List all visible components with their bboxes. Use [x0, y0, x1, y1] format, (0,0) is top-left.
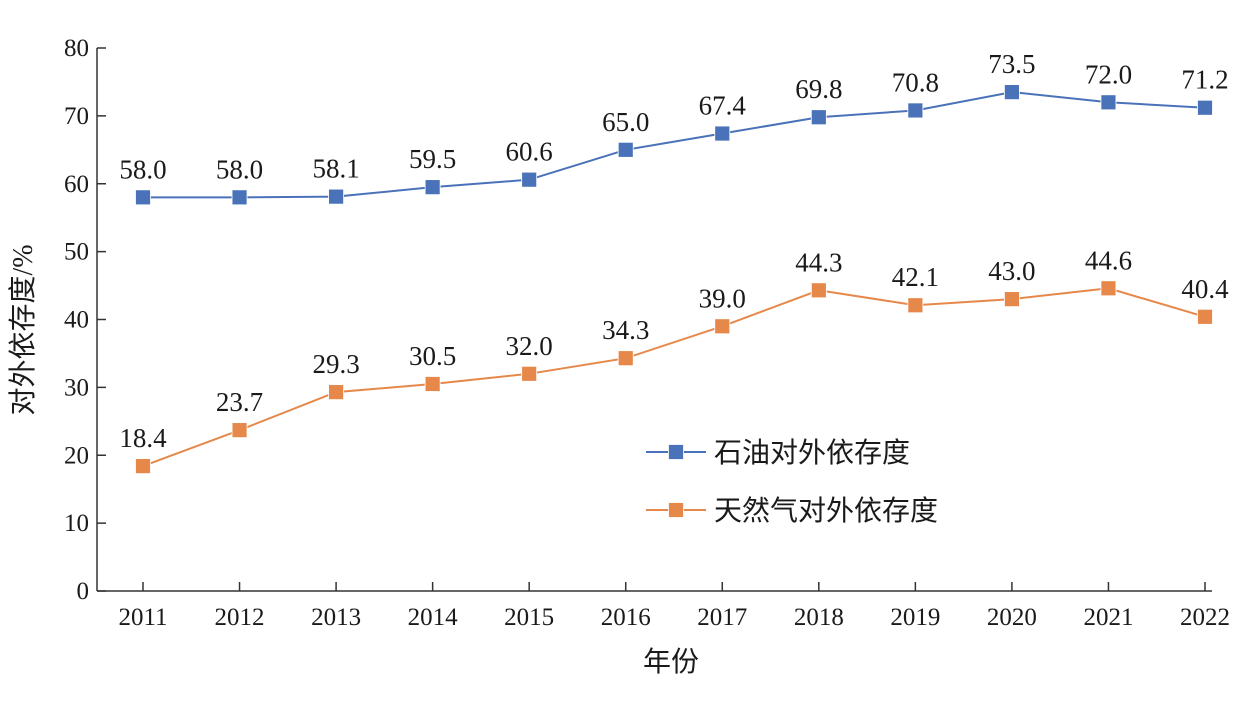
series-marker — [617, 350, 634, 367]
legend-marker — [668, 444, 684, 460]
series-marker — [907, 297, 924, 314]
legend-label: 石油对外依存度 — [714, 437, 910, 469]
data-label: 73.5 — [988, 49, 1035, 79]
series-marker — [424, 179, 441, 196]
series-marker — [1004, 84, 1020, 101]
series-layer — [135, 84, 1213, 475]
x-axis-title: 年份 — [643, 646, 699, 678]
series-marker — [810, 109, 827, 126]
data-label: 59.5 — [409, 144, 456, 174]
series-marker — [1100, 280, 1117, 297]
data-label: 40.4 — [1181, 274, 1229, 304]
data-label: 67.4 — [699, 91, 747, 121]
y-axis-title: 对外依存度/% — [7, 244, 39, 415]
x-tick-label: 2018 — [794, 604, 844, 631]
series-marker — [810, 282, 827, 299]
series-marker — [714, 125, 731, 142]
axes: 0 10 20 30 40 50 60 70 80 2011 2012 2013 2014 2015 201… — [64, 35, 1230, 631]
data-label: 58.1 — [312, 154, 359, 184]
y-tick-label: 30 — [64, 374, 89, 401]
data-label: 71.2 — [1181, 65, 1228, 95]
y-tick-label: 50 — [64, 239, 89, 266]
x-tick-label: 2015 — [504, 604, 554, 631]
series-marker — [714, 318, 731, 335]
x-tick-label: 2021 — [1083, 604, 1133, 631]
series-marker — [521, 365, 538, 382]
y-tick-label: 0 — [77, 578, 90, 605]
series-marker — [424, 376, 441, 392]
series-marker — [617, 141, 634, 158]
x-tick-label: 2017 — [697, 604, 747, 631]
series-line — [143, 91, 1206, 199]
series-marker — [1197, 99, 1213, 116]
series-marker — [1100, 94, 1117, 111]
data-label: 44.3 — [795, 247, 842, 277]
data-label: 32.0 — [506, 331, 553, 361]
series-marker — [135, 458, 151, 475]
data-labels: 58.0 58.0 58.1 59.5 60.6 65.0 67.4 69.8 70.8 73.5… — [119, 49, 1229, 453]
y-tick-label: 70 — [64, 103, 89, 130]
legend-marker — [668, 502, 684, 518]
legend-label: 天然气对外依存度 — [714, 495, 938, 527]
data-label: 34.3 — [602, 315, 649, 345]
data-label: 72.0 — [1085, 59, 1132, 89]
y-tick-label: 60 — [64, 171, 89, 198]
series-marker — [1004, 291, 1020, 308]
x-tick-label: 2013 — [311, 604, 361, 631]
data-label: 58.0 — [119, 154, 166, 184]
x-tick-label: 2012 — [215, 604, 265, 631]
data-label: 23.7 — [216, 387, 263, 417]
y-tick-label: 40 — [64, 307, 89, 334]
x-tick-label: 2016 — [601, 604, 651, 631]
data-label: 58.0 — [216, 154, 263, 184]
series-marker — [521, 171, 538, 188]
data-label: 42.1 — [892, 262, 939, 292]
data-label: 30.5 — [409, 341, 456, 371]
x-tick-label: 2019 — [890, 604, 940, 631]
x-tick-label: 2022 — [1180, 604, 1230, 631]
data-label: 65.0 — [602, 107, 649, 137]
data-label: 39.0 — [699, 283, 746, 313]
x-tick-label: 2014 — [408, 604, 459, 631]
series-marker — [135, 189, 151, 206]
x-tick-label: 2020 — [987, 604, 1037, 631]
series-marker — [1197, 308, 1213, 325]
series-marker — [231, 422, 248, 439]
data-label: 70.8 — [892, 67, 939, 97]
data-label: 43.0 — [988, 256, 1035, 286]
series-marker — [231, 189, 248, 206]
y-tick-label: 80 — [64, 35, 89, 62]
data-label: 29.3 — [312, 349, 359, 379]
data-label: 44.6 — [1085, 245, 1132, 275]
x-tick-label: 2011 — [118, 604, 167, 631]
series-line — [142, 287, 1206, 468]
data-label: 69.8 — [795, 74, 842, 104]
y-tick-label: 10 — [64, 510, 89, 537]
series-marker — [907, 102, 924, 119]
series-marker — [328, 188, 344, 205]
y-tick-label: 20 — [64, 442, 89, 469]
data-label: 60.6 — [506, 137, 553, 167]
data-label: 18.4 — [119, 423, 167, 453]
series-marker — [328, 384, 344, 401]
